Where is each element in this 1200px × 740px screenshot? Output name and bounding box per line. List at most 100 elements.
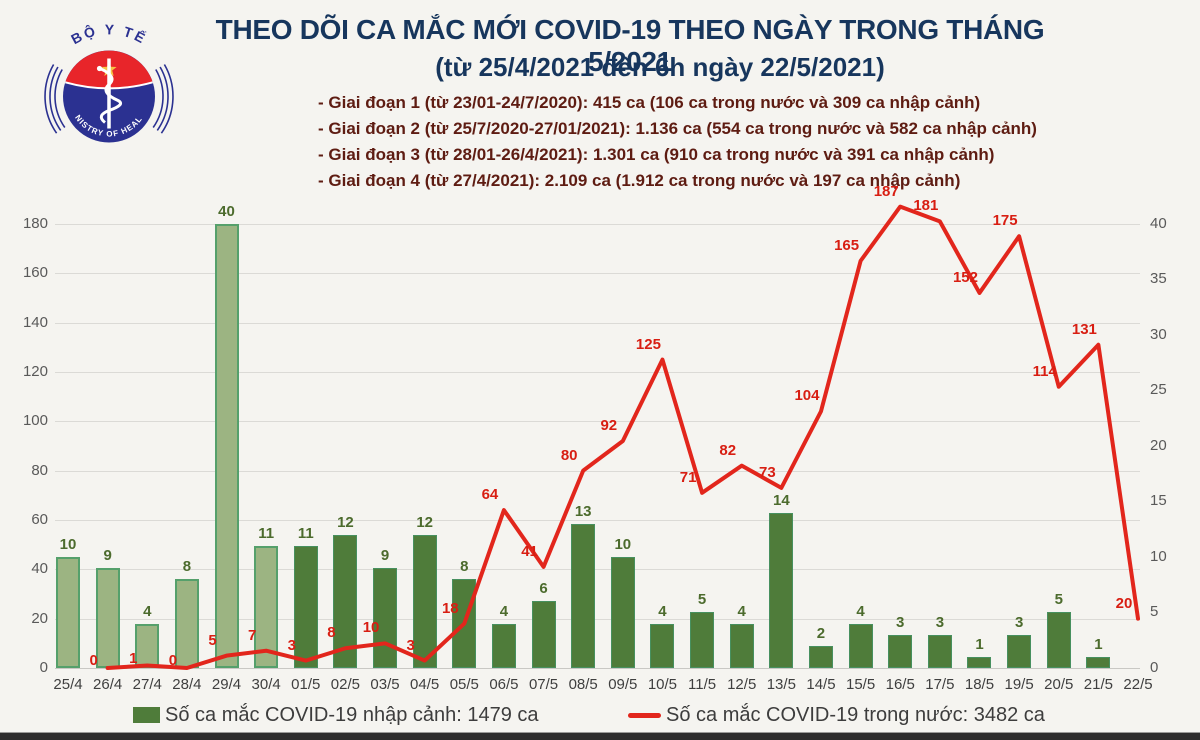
y-axis-left-tick-20: 20 xyxy=(31,609,48,627)
gridline-120 xyxy=(55,371,1140,373)
bar-value-05-5: 8 xyxy=(460,558,469,576)
bar-value-18-5: 1 xyxy=(975,635,984,653)
x-label-15-5: 15/5 xyxy=(845,676,876,693)
line-value-06-5: 64 xyxy=(481,486,499,504)
x-label-07-5: 07/5 xyxy=(528,676,559,693)
bar-01-5 xyxy=(293,545,318,668)
legend-line-swatch xyxy=(628,712,661,718)
legend-line-label: Số ca mắc COVID-19 trong nước: 3482 ca xyxy=(666,703,1045,726)
line-value-29-4: 5 xyxy=(208,631,217,649)
x-label-17-5: 17/5 xyxy=(925,676,955,693)
bar-value-14-5: 2 xyxy=(816,624,826,642)
line-value-07-5: 41 xyxy=(521,542,538,560)
bar-15-5 xyxy=(848,623,873,668)
bar-value-26-4: 9 xyxy=(103,547,112,565)
y-axis-left-tick-0: 0 xyxy=(39,659,48,676)
bar-19-5 xyxy=(1007,634,1032,668)
y-axis-left-tick-80: 80 xyxy=(31,461,48,479)
gridline-60 xyxy=(55,519,1140,521)
gridline-80 xyxy=(55,470,1140,472)
bar-value-25-4: 10 xyxy=(59,535,77,553)
phase-line-1: - Giai đoạn 1 (từ 23/01-24/7/2020): 415 … xyxy=(318,93,981,112)
line-value-15-5: 165 xyxy=(834,236,860,254)
bar-value-20-5: 5 xyxy=(1054,591,1063,609)
line-value-04-5: 3 xyxy=(406,636,415,654)
x-label-11-5: 11/5 xyxy=(688,676,717,693)
line-value-30-4: 7 xyxy=(247,626,257,644)
page-subtitle: (từ 25/4/2021 đến 6h ngày 22/5/2021) xyxy=(435,52,885,82)
x-label-10-5: 10/5 xyxy=(647,676,678,693)
line-value-10-5: 125 xyxy=(635,335,661,353)
line-value-17-5: 181 xyxy=(913,197,939,215)
x-label-05-5: 05/5 xyxy=(449,676,479,693)
x-label-16-5: 16/5 xyxy=(885,676,915,693)
y-axis-right-tick-35: 35 xyxy=(1150,270,1167,288)
bar-14-5 xyxy=(808,645,833,668)
gridline-140 xyxy=(55,322,1140,324)
y-axis-left-tick-140: 140 xyxy=(22,313,48,331)
bar-29-4 xyxy=(214,223,239,668)
y-axis-right-tick-0: 0 xyxy=(1150,659,1159,676)
logo-side-arcs xyxy=(44,64,174,134)
bar-value-10-5: 4 xyxy=(658,602,667,620)
bar-value-28-4: 8 xyxy=(182,558,192,576)
line-value-16-5: 187 xyxy=(873,182,899,200)
x-label-13-5: 13/5 xyxy=(766,676,796,693)
domestic-cases-line xyxy=(105,204,1141,670)
bottom-bar xyxy=(0,732,1200,740)
line-value-14-5: 104 xyxy=(794,387,820,405)
legend-bar-swatch xyxy=(133,707,160,723)
x-label-22-5: 22/5 xyxy=(1123,676,1153,693)
bar-04-5 xyxy=(412,534,437,668)
line-value-20-5: 114 xyxy=(1032,362,1057,380)
bar-12-5 xyxy=(729,623,754,668)
line-value-03-5: 10 xyxy=(362,619,380,637)
line-value-09-5: 92 xyxy=(600,416,618,434)
bar-value-09-5: 10 xyxy=(614,535,632,553)
chart-plot-area: 10 9 4 8 40 11 11 12 9 12 8 4 6 13 10 4 5 4 14 2 4 3 3 1 3 5 1 0 1 0 5… xyxy=(55,183,1141,670)
y-axis-right-tick-30: 30 xyxy=(1150,325,1167,343)
bar-13-5 xyxy=(769,512,794,668)
bar-17-5 xyxy=(927,634,952,668)
bar-value-21-5: 1 xyxy=(1094,635,1103,653)
line-value-21-5: 131 xyxy=(1071,320,1097,338)
bar-11-5 xyxy=(690,612,715,668)
bar-value-06-5: 4 xyxy=(499,602,509,620)
x-label-21-5: 21/5 xyxy=(1083,676,1113,693)
line-value-11-5: 71 xyxy=(679,468,697,486)
x-label-01-5: 01/5 xyxy=(291,676,321,693)
phase-line-3: - Giai đoạn 3 (từ 28/01-26/4/2021): 1.30… xyxy=(318,145,995,164)
bar-03-5 xyxy=(373,568,398,668)
line-value-27-4: 1 xyxy=(129,649,138,667)
x-label-26-4: 26/4 xyxy=(93,676,123,693)
x-label-12-5: 12/5 xyxy=(727,676,757,693)
gridline-20 xyxy=(55,618,1140,620)
logo-asclepius-icon xyxy=(96,58,122,129)
bar-value-27-4: 4 xyxy=(143,602,152,620)
y-axis-right-tick-5: 5 xyxy=(1150,603,1159,621)
bar-27-4 xyxy=(135,623,160,668)
bar-09-5 xyxy=(610,556,635,668)
line-value-12-5: 82 xyxy=(719,441,737,459)
bar-value-19-5: 3 xyxy=(1014,613,1024,631)
bar-08-5 xyxy=(571,523,596,668)
line-value-05-5: 18 xyxy=(441,599,459,617)
bar-26-4 xyxy=(95,568,120,668)
phase-summary-list: - Giai đoạn 1 (từ 23/01-24/7/2020): 415 … xyxy=(318,90,1037,194)
bar-20-5 xyxy=(1046,612,1071,668)
bar-21-5 xyxy=(1086,656,1111,668)
x-label-03-5: 03/5 xyxy=(370,676,400,693)
legend-item-domestic-cases: Số ca mắc COVID-19 trong nước: 3482 ca xyxy=(628,703,1045,727)
bar-value-17-5: 3 xyxy=(935,613,945,631)
bar-value-07-5: 6 xyxy=(539,580,548,598)
bar-value-30-4: 11 xyxy=(258,524,275,542)
bar-value-15-5: 4 xyxy=(856,602,865,620)
y-axis-right-tick-15: 15 xyxy=(1150,492,1167,510)
line-value-02-5: 8 xyxy=(327,624,336,642)
y-axis-left-tick-120: 120 xyxy=(22,362,48,380)
gridline-160 xyxy=(55,273,1140,275)
phase-line-2: - Giai đoạn 2 (từ 25/7/2020-27/01/2021):… xyxy=(318,119,1037,138)
bar-30-4 xyxy=(254,545,279,668)
